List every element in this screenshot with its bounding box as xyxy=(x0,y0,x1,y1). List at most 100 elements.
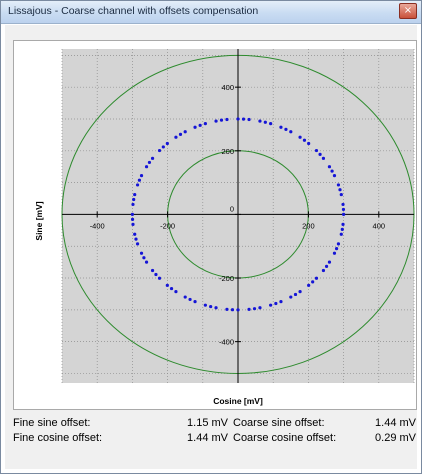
data-point xyxy=(157,276,162,280)
data-point xyxy=(338,188,342,192)
x-tick-label: -400 xyxy=(90,221,105,230)
y-tick-label: 400 xyxy=(221,83,234,92)
data-point xyxy=(139,173,144,178)
data-point xyxy=(341,207,346,212)
data-point xyxy=(225,307,229,311)
data-point xyxy=(174,290,178,294)
data-point xyxy=(139,251,144,255)
data-point xyxy=(131,222,135,226)
data-point xyxy=(289,295,293,299)
data-point xyxy=(161,145,165,149)
data-point xyxy=(293,292,298,297)
y-tick-label: -200 xyxy=(219,274,234,283)
data-point xyxy=(341,202,345,207)
coarse-sine-offset-value: 1.44 mV xyxy=(375,417,416,429)
data-point xyxy=(241,117,246,121)
data-point xyxy=(327,165,332,169)
data-point xyxy=(169,286,174,291)
data-point xyxy=(225,117,229,122)
data-point xyxy=(150,156,155,160)
tick-labels: -400 -200 200 400 400 200 0 -200 -400 xyxy=(90,83,385,346)
data-points xyxy=(130,117,346,312)
data-point xyxy=(307,141,311,146)
data-point xyxy=(150,268,155,273)
fine-sine-offset-label: Fine sine offset: xyxy=(13,417,91,429)
data-point xyxy=(336,242,341,246)
data-point xyxy=(258,306,262,310)
data-point xyxy=(332,251,337,255)
data-point xyxy=(307,283,311,287)
data-point xyxy=(174,135,178,139)
coarse-cosine-offset-value: 0.29 mV xyxy=(375,432,416,444)
data-point xyxy=(144,260,149,264)
data-point xyxy=(334,247,339,251)
data-point xyxy=(193,299,197,304)
data-point xyxy=(274,301,278,306)
data-point xyxy=(298,290,302,294)
x-tick-label: -200 xyxy=(160,221,175,230)
data-point xyxy=(203,122,207,126)
data-point xyxy=(311,280,315,284)
data-point xyxy=(165,141,169,146)
data-point xyxy=(183,295,187,299)
data-point xyxy=(133,232,137,236)
data-point xyxy=(342,212,346,217)
offsets-readout: Fine sine offset: 1.15 mV Coarse sine of… xyxy=(13,399,418,446)
data-point xyxy=(340,227,344,231)
title-bar[interactable]: Lissajous - Coarse channel with offsets … xyxy=(1,1,421,24)
data-point xyxy=(336,183,341,187)
y-axis-label: Sine [mV] xyxy=(34,201,44,240)
data-point xyxy=(279,299,283,304)
data-point xyxy=(269,122,273,126)
fine-cosine-offset-value: 1.44 mV xyxy=(187,432,228,444)
data-point xyxy=(132,197,136,202)
data-point xyxy=(147,160,152,165)
data-point xyxy=(339,232,343,236)
data-point xyxy=(142,256,146,260)
data-point xyxy=(157,148,162,153)
data-point xyxy=(137,178,142,182)
data-point xyxy=(279,125,283,129)
data-point xyxy=(130,217,135,222)
data-point xyxy=(302,138,307,142)
data-point xyxy=(214,306,218,310)
data-point xyxy=(198,123,202,127)
content-frame: -400 -200 200 400 400 200 0 -200 -400 Cosine [mV… xyxy=(5,25,417,469)
data-point xyxy=(258,119,262,123)
data-point xyxy=(314,148,319,153)
data-point xyxy=(339,192,343,197)
data-point xyxy=(252,307,257,311)
axes xyxy=(62,49,414,383)
data-point xyxy=(183,130,187,134)
data-point xyxy=(214,119,218,123)
data-point xyxy=(318,152,322,156)
data-point xyxy=(203,303,207,307)
data-point xyxy=(327,260,332,264)
data-point xyxy=(188,297,192,302)
data-point xyxy=(144,165,149,169)
data-point xyxy=(230,308,235,312)
data-point xyxy=(269,303,273,307)
data-point xyxy=(133,192,137,197)
data-point xyxy=(219,118,224,122)
fine-cosine-offset-label: Fine cosine offset: xyxy=(13,432,103,444)
data-point xyxy=(165,283,169,287)
data-point xyxy=(341,222,345,226)
x-tick-label: 400 xyxy=(373,221,386,230)
data-point xyxy=(284,127,288,131)
data-point xyxy=(209,304,213,309)
data-point xyxy=(154,272,158,277)
data-point xyxy=(330,169,334,173)
data-point xyxy=(298,135,302,139)
fine-sine-offset-value: 1.15 mV xyxy=(187,417,228,429)
close-button[interactable]: × xyxy=(399,3,417,19)
data-point xyxy=(134,237,138,241)
data-point xyxy=(332,173,337,178)
close-icon: × xyxy=(403,5,413,16)
offset-row-cosine: Fine cosine offset: 1.44 mV Coarse cosin… xyxy=(13,432,418,446)
y-tick-label: -400 xyxy=(219,338,234,347)
y-tick-label: 200 xyxy=(221,147,234,156)
data-point xyxy=(130,212,134,217)
data-point xyxy=(321,156,326,160)
